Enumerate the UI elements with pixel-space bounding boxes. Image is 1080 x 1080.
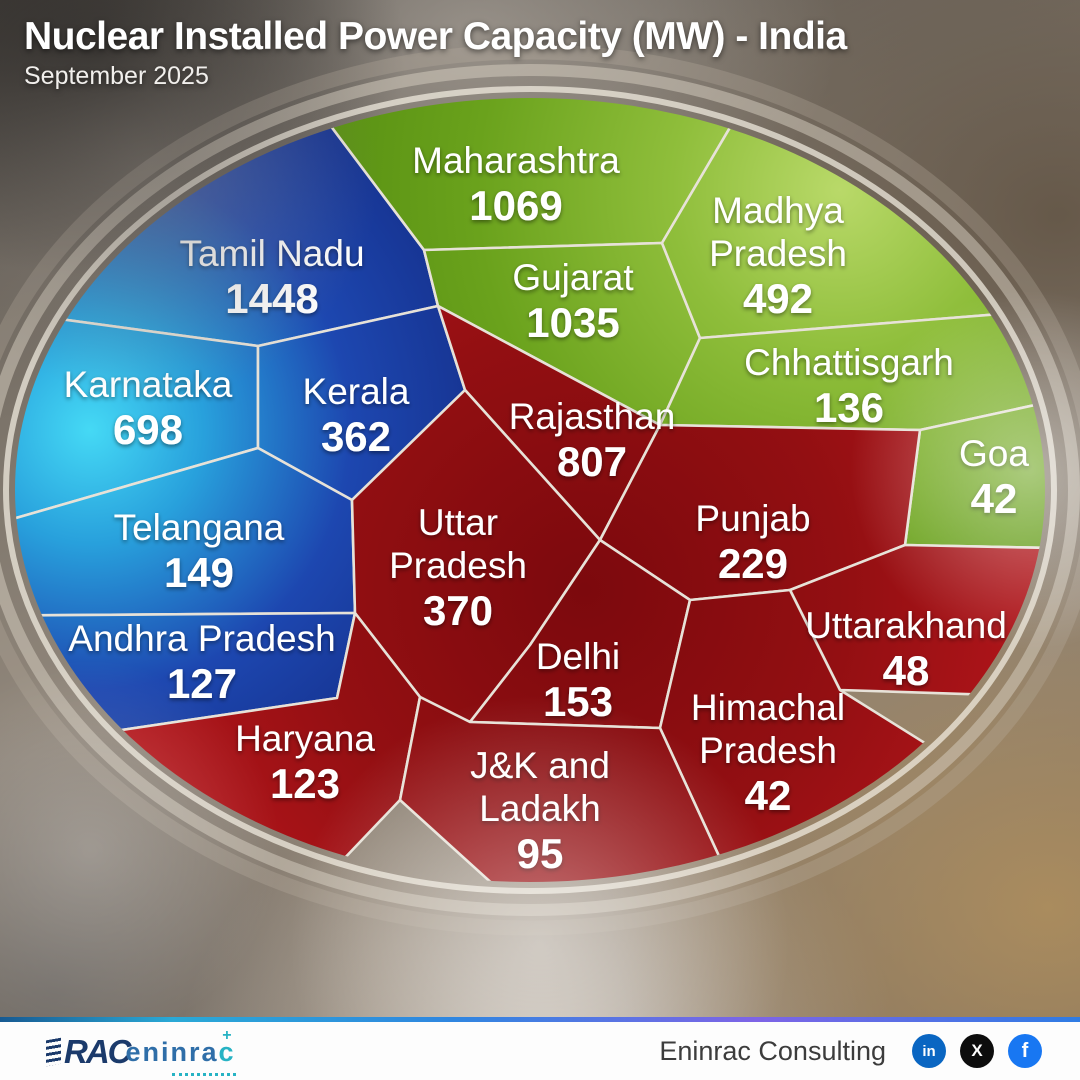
state-name-text: Himachal bbox=[691, 687, 845, 728]
state-value-text: 48 bbox=[883, 647, 930, 694]
state-name-text: Andhra Pradesh bbox=[68, 618, 335, 659]
state-name-text: Uttar bbox=[418, 502, 498, 543]
state-name-text: Maharashtra bbox=[412, 140, 620, 181]
state-value-text: 698 bbox=[113, 406, 183, 453]
logo-plus-accent: + bbox=[222, 1026, 234, 1044]
state-value-text: 149 bbox=[164, 549, 234, 596]
logo-rac-text: RAC bbox=[64, 1033, 131, 1070]
state-name-text: Madhya bbox=[712, 190, 844, 231]
state-name-text: Telangana bbox=[114, 507, 285, 548]
state-value-text: 370 bbox=[423, 587, 493, 634]
state-value-text: 362 bbox=[321, 413, 391, 460]
state-value-text: 229 bbox=[718, 540, 788, 587]
state-name-text: Haryana bbox=[235, 718, 375, 759]
state-name-text: Pradesh bbox=[389, 545, 527, 586]
facebook-icon[interactable]: f bbox=[1008, 1034, 1042, 1068]
state-value-text: 492 bbox=[743, 275, 813, 322]
footer-right: Eninrac Consulting in X f bbox=[659, 1022, 1042, 1080]
state-name-text: Pradesh bbox=[699, 730, 837, 771]
state-value-text: 1035 bbox=[526, 299, 619, 346]
logo-eninrac-text: eninrac + bbox=[126, 1027, 236, 1076]
logo-stack-icon bbox=[46, 1037, 61, 1067]
state-value-text: 42 bbox=[745, 772, 792, 819]
state-name-text: Delhi bbox=[536, 636, 620, 677]
state-value-text: 807 bbox=[557, 438, 627, 485]
header: Nuclear Installed Power Capacity (MW) - … bbox=[24, 14, 847, 91]
state-name-text: Gujarat bbox=[512, 257, 634, 298]
linkedin-icon[interactable]: in bbox=[912, 1034, 946, 1068]
page-subtitle: September 2025 bbox=[24, 62, 209, 90]
footer: RAC eninrac + Eninrac Consulting in X f bbox=[0, 1017, 1080, 1080]
state-name-text: Rajasthan bbox=[509, 396, 676, 437]
state-labels: Tamil Nadu1448Karnataka698Kerala362Telan… bbox=[64, 140, 1030, 877]
state-name-text: Pradesh bbox=[709, 233, 847, 274]
state-value-text: 1069 bbox=[469, 182, 562, 229]
logo-dots bbox=[171, 1072, 236, 1076]
page-title: Nuclear Installed Power Capacity (MW) - … bbox=[24, 15, 847, 58]
state-name-text: Kerala bbox=[303, 371, 410, 412]
state-value-text: 123 bbox=[270, 760, 340, 807]
eninrac-logo: RAC eninrac + bbox=[46, 1027, 236, 1076]
state-name-text: Punjab bbox=[695, 498, 810, 539]
x-twitter-icon[interactable]: X bbox=[960, 1034, 994, 1068]
brand-name: Eninrac Consulting bbox=[659, 1035, 886, 1066]
